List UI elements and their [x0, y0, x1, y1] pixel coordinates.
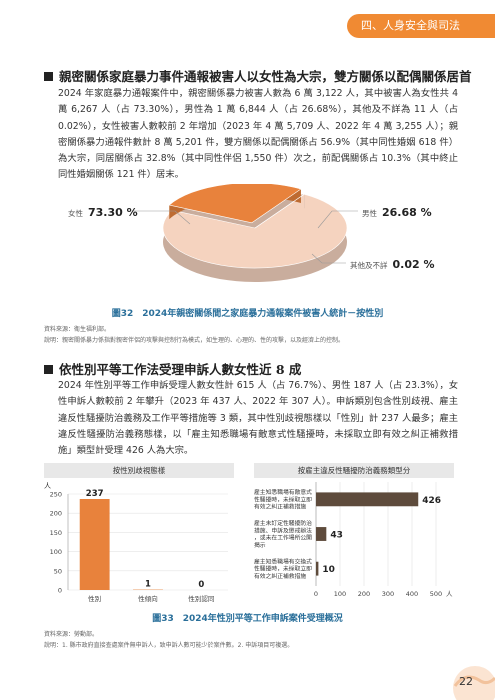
bar-value-label: 237 [86, 489, 104, 499]
bar-value-label: 10 [322, 565, 335, 575]
page-number: 22 [459, 675, 473, 688]
bar [316, 527, 327, 541]
bar [79, 498, 110, 590]
y-tick-label: 150 [50, 529, 62, 537]
bar-value-label: 1 [145, 580, 151, 590]
figure32-source: 資料來源：衛生福利部。 [44, 326, 111, 333]
bar-chart-right-title: 按雇主違反性騷擾防治義務類型分 [254, 463, 454, 478]
section2-paragraph: 2024 年性別平等工作申訴受理人數女性計 615 人（占 76.7%）、男性 … [58, 380, 458, 457]
section1-title-text: 親密關係家庭暴力事件通報被害人以女性為大宗，雙方關係以配偶關係居首 [59, 69, 472, 84]
y-axis-unit: 人 [44, 482, 51, 490]
x-tick-label: 100 [334, 590, 346, 598]
figure33-note: 說明：1. 縣市政府直接查處案件無申訴人，致申訴人數可能少於案件數。2. 申訴項… [44, 642, 294, 649]
square-bullet-icon [44, 365, 53, 374]
x-tick-label: 200 [358, 590, 370, 598]
x-tick-label: 300 [382, 590, 394, 598]
section2-title-text: 依性別平等工作法受理申訴人數女性近 8 成 [59, 362, 302, 377]
pie-chart-svg [132, 182, 358, 282]
pie-leader-line [311, 253, 346, 264]
y-tick-label: 雇主未訂定性騷擾防治措施、申訴及懲戒辦法，或未在工作場所公開揭示 [254, 519, 312, 549]
pie-leader-line [132, 210, 191, 225]
decorative-corner-graphic [453, 666, 495, 700]
y-tick-label: 0 [58, 587, 62, 595]
pie-label-male: 男性 26.68 % [362, 206, 432, 219]
bar-chart-right-svg: 0 100 200 300 400 500 人 426 雇主知悉職場有敵意式性騷擾時，未採取立即… [254, 482, 453, 598]
y-tick-label: 100 [50, 548, 62, 556]
x-tick-label: 性傾向 [138, 594, 158, 603]
bar-value-label: 43 [330, 531, 343, 541]
bar-value-label: 0 [198, 580, 204, 590]
pie-leader-line [317, 210, 358, 229]
bar [316, 561, 319, 576]
bar [316, 492, 419, 507]
bar-chart-left-svg: 人 0 50 100 150 200 250 237 性別 1 性傾向 0 性別認同 [44, 482, 228, 603]
pie-label-other: 其他及不詳 0.02 % [350, 258, 435, 271]
x-axis-unit: 人 [446, 590, 453, 598]
bar-value-label: 426 [422, 496, 441, 506]
x-tick-label: 500 [430, 590, 442, 598]
section1-paragraph: 2024 年家庭暴力通報案件中，親密關係暴力被害人數為 6 萬 3,122 人，… [58, 88, 458, 181]
figure33-caption: 圖33 2024年性別平等工作申訴案件受理概況 [152, 614, 343, 624]
y-tick-label: 雇主知悉職場有交換式性騷擾時，未採取立即有效之糾正補救措施 [254, 557, 312, 579]
section1-title: 親密關係家庭暴力事件通報被害人以女性為大宗，雙方關係以配偶關係居首 [44, 66, 472, 85]
figure32-caption: 圖32 2024年親密關係間之家庭暴力通報案件被害人統計－按性別 [111, 309, 384, 319]
x-tick-label: 400 [406, 590, 418, 598]
pie-chart: 女性 73.30 % 男性 26.68 % 其他及不詳 0.02 % [40, 182, 460, 296]
square-bullet-icon [44, 72, 53, 81]
x-tick-label: 0 [314, 590, 318, 598]
pie-label-female: 女性 73.30 % [68, 206, 138, 219]
figure32-note: 說明：親密關係暴力係指對親密伴侶的攻擊與控制行為模式，如生理的、心理的、性的攻擊… [44, 337, 345, 344]
section2-title: 依性別平等工作法受理申訴人數女性近 8 成 [44, 359, 301, 378]
y-tick-label: 50 [54, 567, 62, 575]
pie-slice [254, 193, 305, 229]
y-tick-label: 200 [50, 510, 62, 518]
pie-slice [162, 193, 348, 269]
figure33-source: 資料來源：勞動部。 [44, 631, 99, 638]
bar-chart-left-title: 按性別歧視態樣 [44, 463, 234, 478]
x-tick-label: 性別 [88, 594, 101, 603]
y-tick-label: 雇主知悉職場有敵意式性騷擾時，未採取立即有效之糾正補救措施 [254, 488, 312, 510]
chapter-tab: 四、人身安全與司法 [347, 14, 495, 38]
bar-chart-left: 人 0 50 100 150 200 250 237 性別 1 性傾向 0 性別認同 [40, 478, 240, 608]
pie-slice [168, 182, 302, 224]
x-tick-label: 性別認同 [188, 594, 214, 603]
y-tick-label: 250 [50, 491, 62, 499]
bar-chart-right: 0 100 200 300 400 500 人 426 雇主知悉職場有敵意式性騷擾時，未採取立即… [254, 478, 469, 610]
